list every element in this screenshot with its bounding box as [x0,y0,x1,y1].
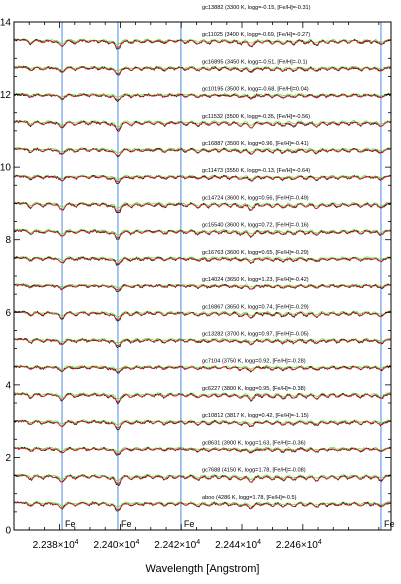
reference-spectrum-2 [14,65,391,72]
observed-spectrum-6 [14,174,391,185]
spectrum-1 [14,38,391,50]
reference-spectrum-8 [14,228,391,236]
star-label-1: gc11025 (3400 K, logg=-0.69, [Fe/H]=-0.2… [202,32,310,38]
y-tick-label-0: 0 [5,526,11,537]
x-tick-label-1: 2.240×104 [93,539,139,551]
star-label-3: gc10195 (3500 K, logg=-0.68, [Fe/H]=0.04… [202,87,309,93]
spectrum-11 [14,310,391,322]
reference-spectrum-3 [14,92,391,98]
x-axis: 2.238×104 2.240×104 2.242×104 2.244×104 2.24… [13,22,380,551]
reference-spectrum-10 [14,283,391,289]
star-label-18: aboo (4286 K, logg=1.78, [Fe/H]=-0.5) [202,495,297,501]
y-tick-label-5: 10 [0,163,11,174]
star-label-10: gc14024 (3650 K, logg=1.23, [Fe/H]=-0.42… [202,277,309,283]
fe-label-3: Fe [384,519,395,529]
star-labels: gc13882 (3300 K, logg=-0.15, [Fe/H]=-0.3… [202,5,311,501]
x-tick-label-0: 2.238×104 [33,539,79,551]
fe-line-markers [61,22,382,530]
model-spectrum-1 [14,39,391,48]
spectrum-6 [14,174,391,185]
observed-spectrum-0 [14,12,391,19]
spectrum-10 [14,283,391,292]
star-label-14: gc6227 (3800 K, logg=0.95, [Fe/H]=-0.38) [202,386,306,392]
star-label-8: gc15540 (3600 K, logg=0.72, [Fe/H]=-0.16… [202,223,309,229]
model-spectrum-9 [14,257,391,265]
reference-spectrum-0 [14,12,391,17]
spectrum-8 [14,228,391,240]
model-spectrum-11 [14,311,391,321]
reference-spectrum-9 [14,256,391,263]
y-tick-label-6: 12 [0,90,11,101]
fe-label-2: Fe [184,519,195,529]
star-label-12: gc13282 (3700 K, logg=0.97, [Fe/H]=-0.05… [202,332,309,338]
model-spectrum-5 [14,148,391,157]
model-spectrum-12 [14,339,391,347]
star-label-9: gc16763 (3600 K, logg=0.65, [Fe/H]=-0.29… [202,250,309,256]
model-spectrum-6 [14,175,391,183]
spectra-group [14,12,391,512]
spectrum-17 [14,473,391,487]
x-axis-label: Wavelength [Angstrom] [146,563,260,575]
spectrum-0 [14,12,391,20]
spectrum-3 [14,92,391,103]
x-tick-label-4: 2.246×104 [276,539,322,551]
star-label-4: gc11532 (3500 K, logg=-0.35, [Fe/H]=-0.5… [202,114,310,120]
fe-labels: Fe Fe Fe Fe [65,519,394,529]
spectrum-4 [14,119,391,132]
reference-spectrum-4 [14,119,391,128]
spectrum-12 [14,337,391,349]
y-axis: 0 2 4 6 8 10 12 14 [0,18,391,537]
plot-frame [13,21,392,531]
y-tick-label-2: 4 [5,380,11,391]
star-label-5: gc16887 (3500 K, logg=0.96, [Fe/H]=-0.41… [202,141,309,147]
spectrum-14 [14,392,391,405]
model-spectrum-8 [14,230,391,239]
model-spectrum-17 [14,475,391,485]
spectrum-9 [14,256,391,266]
y-tick-label-1: 2 [5,453,11,464]
star-label-2: gc16895 (3450 K, logg=-0.51, [Fe/H]=-0.1… [202,59,308,65]
model-spectrum-0 [14,13,391,18]
y-tick-label-7: 14 [0,18,11,29]
model-spectrum-10 [14,284,391,291]
spectrum-13 [14,364,391,374]
reference-spectrum-12 [14,337,391,345]
model-spectrum-14 [14,393,391,403]
model-spectrum-13 [14,366,391,373]
x-tick-label-3: 2.244×104 [215,539,261,551]
star-label-15: gc10812 (3817 K, logg=0.42, [Fe/H]=-1.15… [202,413,309,419]
reference-spectrum-11 [14,310,391,318]
y-tick-label-3: 6 [5,308,11,319]
model-spectrum-16 [14,447,391,455]
model-spectrum-3 [14,94,391,101]
observed-spectrum-16 [14,446,391,456]
spectrum-18 [14,500,391,512]
model-spectrum-15 [14,420,391,429]
fe-label-1: Fe [121,519,132,529]
model-spectrum-2 [14,66,391,75]
reference-spectrum-18 [14,500,391,508]
reference-spectrum-14 [14,392,391,400]
star-label-16: gc8631 (3900 K, logg=1.63, [Fe/H]=-0.36) [202,440,306,446]
star-label-11: gc16867 (3650 K, logg=0.74, [Fe/H]=-0.29… [202,304,309,310]
star-label-7: gc14724 (3600 K, logg=0.56, [Fe/H]=-0.49… [202,195,309,201]
spectrum-15 [14,419,391,431]
star-label-6: gc11473 (3550 K, logg=-0.13, [Fe/H]=-0.6… [202,168,310,174]
star-label-13: gc7104 (3750 K, logg=0.92, [Fe/H]=-0.28) [202,359,306,365]
spectrum-16 [14,446,391,456]
spectrum-7 [14,201,391,213]
model-spectrum-4 [14,121,391,130]
y-tick-label-4: 8 [5,235,11,246]
star-label-0: gc13882 (3300 K, logg=-0.15, [Fe/H]=-0.3… [202,5,311,11]
star-label-17: gc7688 (4150 K, logg=1.78, [Fe/H]=-0.08) [202,468,306,474]
model-spectrum-18 [14,502,391,511]
model-spectrum-7 [14,202,391,212]
spectrum-2 [14,65,391,76]
reference-spectrum-1 [14,38,391,46]
x-tick-label-2: 2.242×104 [154,539,200,551]
spectrum-5 [14,147,391,158]
fe-label-0: Fe [65,519,76,529]
